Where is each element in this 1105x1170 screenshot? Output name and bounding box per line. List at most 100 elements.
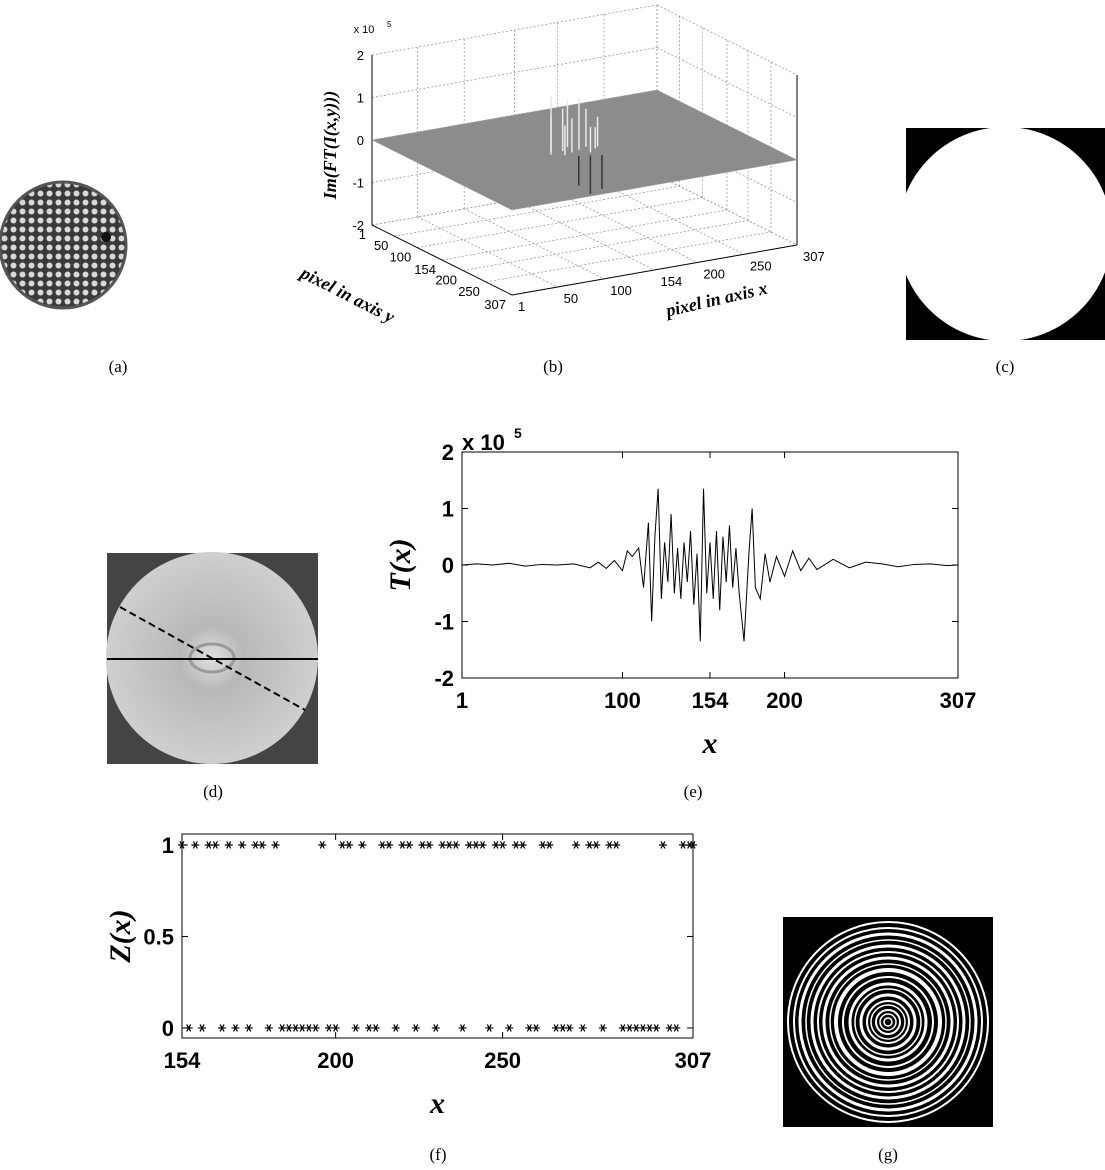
y-tick-label: 1 bbox=[359, 227, 366, 242]
data-point bbox=[291, 1024, 300, 1032]
x-tick-label: 1 bbox=[518, 299, 525, 314]
x-tick-label: 307 bbox=[803, 249, 825, 264]
y-tick-label: 50 bbox=[374, 238, 388, 253]
data-point bbox=[331, 1024, 340, 1032]
z-tick-label: -1 bbox=[352, 176, 364, 191]
line-plot: -2 -1 0 1 2 1 100 154 200 307 x T(x) x 10 5 bbox=[384, 425, 976, 760]
y-axis-label: T(x) bbox=[384, 538, 417, 591]
x-tick-label: 1 bbox=[456, 688, 468, 713]
data-point bbox=[298, 1024, 307, 1032]
x-tick-label: 100 bbox=[604, 688, 641, 713]
grid-line bbox=[417, 197, 703, 249]
panel-caption: (e) bbox=[684, 782, 703, 801]
data-point bbox=[511, 841, 520, 849]
y-tick-label: 0 bbox=[442, 553, 454, 578]
data-point bbox=[178, 841, 186, 849]
data-point bbox=[665, 1024, 674, 1032]
surface bbox=[371, 89, 798, 211]
data-point bbox=[498, 841, 507, 849]
grid-line bbox=[462, 220, 749, 271]
y-tick-label: 100 bbox=[390, 250, 412, 265]
z-tick-label: 2 bbox=[357, 48, 364, 63]
y-tick-label: 154 bbox=[414, 262, 436, 277]
data-point bbox=[652, 1024, 661, 1032]
grid-line bbox=[603, 183, 745, 255]
data-point bbox=[244, 1024, 253, 1032]
data-point bbox=[431, 1024, 440, 1032]
data-point bbox=[558, 1024, 567, 1032]
x-tick-label: 154 bbox=[164, 1048, 201, 1073]
multiplier-exponent: 5 bbox=[514, 425, 522, 441]
data-point bbox=[184, 1024, 193, 1032]
x-tick-label: 100 bbox=[610, 283, 632, 298]
data-point bbox=[605, 841, 614, 849]
data-point bbox=[572, 841, 581, 849]
data-point bbox=[264, 1024, 273, 1032]
x-tick-label: 307 bbox=[940, 688, 977, 713]
x-tick-label: 50 bbox=[564, 291, 578, 306]
grid-line bbox=[371, 47, 658, 98]
data-point bbox=[532, 1024, 541, 1032]
data-point bbox=[618, 1024, 627, 1032]
panel-caption: (g) bbox=[878, 1145, 898, 1164]
data-point bbox=[324, 1024, 333, 1032]
data-point bbox=[578, 1024, 587, 1032]
data-point bbox=[418, 841, 427, 849]
data-point bbox=[398, 841, 407, 849]
data-point bbox=[365, 1024, 374, 1032]
fft-image bbox=[106, 552, 318, 764]
diatom-image bbox=[0, 180, 128, 310]
y-tick-label: 307 bbox=[484, 297, 506, 312]
z-tick-label: 0 bbox=[357, 133, 364, 148]
data-point bbox=[405, 841, 414, 849]
y-tick-label: 1 bbox=[162, 833, 174, 858]
data-point bbox=[198, 1024, 207, 1032]
data-point bbox=[538, 841, 547, 849]
data-point bbox=[204, 841, 213, 849]
data-point bbox=[451, 841, 460, 849]
data-point bbox=[525, 1024, 534, 1032]
data-point bbox=[505, 1024, 514, 1032]
z-axis-label: Im(FT(I(x,y))) bbox=[320, 91, 341, 200]
y-tick-label: 2 bbox=[442, 440, 454, 465]
x-tick-label: 250 bbox=[750, 258, 772, 273]
data-point bbox=[565, 1024, 574, 1032]
data-point bbox=[458, 1024, 467, 1032]
y-tick-label: 0.5 bbox=[143, 924, 174, 949]
x-axis-label: x bbox=[429, 1087, 445, 1120]
multiplier: x 10 bbox=[354, 24, 375, 36]
data-point bbox=[358, 841, 367, 849]
y-tick-label: 1 bbox=[442, 497, 454, 522]
data-point bbox=[585, 841, 594, 849]
x-tick-label: 154 bbox=[661, 274, 683, 289]
x-tick-label: 307 bbox=[675, 1048, 712, 1073]
data-point bbox=[491, 841, 500, 849]
data-point bbox=[231, 1024, 240, 1032]
panel-caption: (f) bbox=[430, 1145, 447, 1164]
data-line bbox=[461, 488, 959, 642]
grid-line bbox=[394, 185, 680, 237]
data-point bbox=[478, 841, 487, 849]
y-axis-label: Z(x) bbox=[104, 909, 137, 963]
data-point bbox=[612, 841, 621, 849]
multiplier: x 10 bbox=[462, 430, 505, 455]
data-point bbox=[191, 841, 200, 849]
data-point bbox=[238, 841, 247, 849]
data-point bbox=[438, 841, 447, 849]
axis-line bbox=[511, 244, 798, 296]
panel-caption: (d) bbox=[203, 782, 223, 801]
panel-caption: (a) bbox=[109, 357, 128, 376]
data-point bbox=[545, 841, 554, 849]
data-point bbox=[304, 1024, 313, 1032]
data-point bbox=[471, 841, 480, 849]
scatter-plot: 0 0.5 1 154 200 250 307 x Z(x) bbox=[104, 833, 711, 1120]
mask-image bbox=[906, 128, 1105, 340]
data-point bbox=[338, 841, 347, 849]
data-point bbox=[445, 841, 454, 849]
data-point bbox=[318, 841, 327, 849]
data-point bbox=[632, 1024, 641, 1032]
y-tick-label: 250 bbox=[458, 284, 480, 299]
data-point bbox=[311, 1024, 320, 1032]
data-point bbox=[518, 841, 527, 849]
